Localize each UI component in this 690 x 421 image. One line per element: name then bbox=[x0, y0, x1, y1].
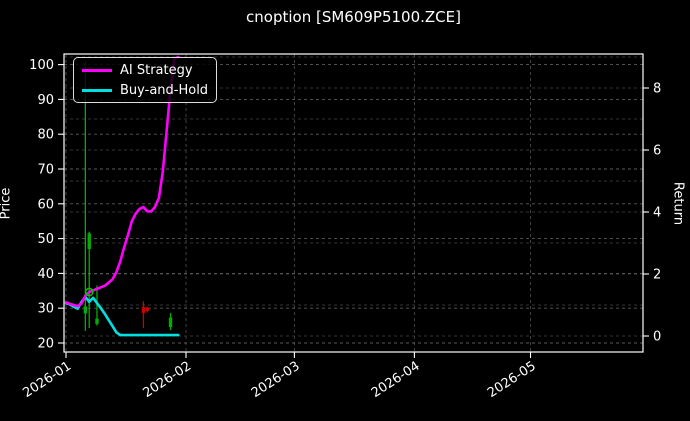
y-right-tick-label: 8 bbox=[653, 82, 661, 97]
y-right-tick-label: 0 bbox=[653, 330, 661, 345]
y-left-tick-label: 90 bbox=[37, 93, 54, 108]
y-left-tick-label: 60 bbox=[37, 197, 54, 212]
x-tick-label: 2026-04 bbox=[369, 359, 423, 401]
y-left-tick-label: 50 bbox=[37, 232, 54, 247]
y-left-tick-label: 30 bbox=[37, 302, 54, 317]
y-right-tick-label: 4 bbox=[653, 206, 661, 221]
legend-item-ai-strategy: AI Strategy bbox=[82, 63, 208, 78]
candles-layer bbox=[83, 61, 173, 331]
y-left-tick-label: 20 bbox=[37, 337, 54, 352]
axes-spine bbox=[63, 53, 644, 353]
legend-label: Buy-and-Hold bbox=[120, 82, 209, 98]
series-line-ai-strategy bbox=[64, 55, 180, 308]
x-tick-label: 2026-05 bbox=[485, 359, 539, 401]
chart-title: cnoption [SM609P5100.ZCE] bbox=[246, 8, 461, 26]
y-left-tick-label: 80 bbox=[37, 128, 54, 143]
x-tick-label: 2026-02 bbox=[140, 359, 194, 401]
buy-and-hold-line-sample bbox=[82, 88, 112, 92]
legend-item-buy-and-hold: Buy-and-Hold bbox=[82, 83, 208, 98]
y-left-tick-label: 70 bbox=[37, 163, 54, 178]
series-line-buy-and-hold bbox=[64, 295, 180, 337]
x-tick-label: 2026-01 bbox=[20, 359, 74, 401]
legend: AI Strategy Buy-and-Hold bbox=[73, 57, 217, 103]
x-tick-label: 2026-03 bbox=[249, 359, 303, 401]
ai-strategy-line-sample bbox=[82, 68, 112, 72]
buy-signal-marker bbox=[84, 287, 94, 297]
y-left-tick-label: 100 bbox=[29, 58, 54, 73]
y-right-tick-label: 6 bbox=[653, 144, 661, 159]
y-right-tick-label: 2 bbox=[653, 268, 661, 283]
y-left-tick-label: 40 bbox=[37, 267, 54, 282]
legend-label: AI Strategy bbox=[120, 62, 193, 78]
